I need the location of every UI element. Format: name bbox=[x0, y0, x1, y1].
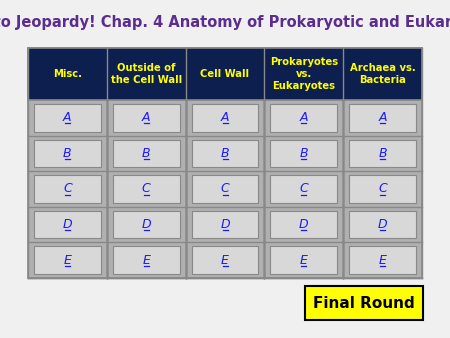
FancyBboxPatch shape bbox=[305, 286, 423, 320]
FancyBboxPatch shape bbox=[113, 246, 180, 274]
Text: Cell Wall: Cell Wall bbox=[201, 69, 249, 79]
Text: B: B bbox=[220, 147, 230, 160]
FancyBboxPatch shape bbox=[349, 104, 416, 131]
FancyBboxPatch shape bbox=[192, 140, 258, 167]
Text: E: E bbox=[378, 254, 387, 267]
FancyBboxPatch shape bbox=[192, 104, 258, 131]
Text: Outside of
the Cell Wall: Outside of the Cell Wall bbox=[111, 63, 182, 85]
FancyBboxPatch shape bbox=[270, 104, 337, 131]
Text: B: B bbox=[142, 147, 150, 160]
Text: A: A bbox=[378, 111, 387, 124]
Text: A: A bbox=[142, 111, 150, 124]
Text: B: B bbox=[300, 147, 308, 160]
FancyBboxPatch shape bbox=[28, 48, 422, 100]
Text: D: D bbox=[63, 218, 72, 231]
Text: A: A bbox=[300, 111, 308, 124]
FancyBboxPatch shape bbox=[270, 211, 337, 238]
Text: E: E bbox=[142, 254, 150, 267]
FancyBboxPatch shape bbox=[349, 175, 416, 203]
Text: Misc.: Misc. bbox=[53, 69, 82, 79]
Text: C: C bbox=[220, 183, 230, 195]
FancyBboxPatch shape bbox=[192, 175, 258, 203]
FancyBboxPatch shape bbox=[34, 104, 101, 131]
Text: Prokaryotes
vs.
Eukaryotes: Prokaryotes vs. Eukaryotes bbox=[270, 57, 338, 91]
FancyBboxPatch shape bbox=[34, 211, 101, 238]
FancyBboxPatch shape bbox=[270, 140, 337, 167]
Text: D: D bbox=[141, 218, 151, 231]
Text: C: C bbox=[142, 183, 151, 195]
FancyBboxPatch shape bbox=[270, 246, 337, 274]
FancyBboxPatch shape bbox=[34, 140, 101, 167]
Text: B: B bbox=[63, 147, 72, 160]
FancyBboxPatch shape bbox=[34, 246, 101, 274]
Text: Final Round: Final Round bbox=[313, 295, 415, 311]
FancyBboxPatch shape bbox=[349, 140, 416, 167]
Text: C: C bbox=[378, 183, 387, 195]
Text: C: C bbox=[299, 183, 308, 195]
FancyBboxPatch shape bbox=[113, 140, 180, 167]
Text: A: A bbox=[63, 111, 72, 124]
Text: E: E bbox=[63, 254, 72, 267]
FancyBboxPatch shape bbox=[113, 211, 180, 238]
Text: D: D bbox=[299, 218, 309, 231]
Text: D: D bbox=[378, 218, 387, 231]
FancyBboxPatch shape bbox=[28, 48, 422, 278]
FancyBboxPatch shape bbox=[113, 175, 180, 203]
FancyBboxPatch shape bbox=[113, 104, 180, 131]
FancyBboxPatch shape bbox=[349, 246, 416, 274]
FancyBboxPatch shape bbox=[34, 175, 101, 203]
Text: B: B bbox=[378, 147, 387, 160]
Text: Archaea vs.
Bacteria: Archaea vs. Bacteria bbox=[350, 63, 415, 85]
Text: E: E bbox=[221, 254, 229, 267]
Text: D: D bbox=[220, 218, 230, 231]
Text: Welcome to Jeopardy! Chap. 4 Anatomy of Prokaryotic and Eukaryotic Cells: Welcome to Jeopardy! Chap. 4 Anatomy of … bbox=[0, 16, 450, 30]
Text: E: E bbox=[300, 254, 308, 267]
Text: A: A bbox=[221, 111, 229, 124]
FancyBboxPatch shape bbox=[192, 211, 258, 238]
FancyBboxPatch shape bbox=[270, 175, 337, 203]
FancyBboxPatch shape bbox=[192, 246, 258, 274]
Text: C: C bbox=[63, 183, 72, 195]
FancyBboxPatch shape bbox=[349, 211, 416, 238]
